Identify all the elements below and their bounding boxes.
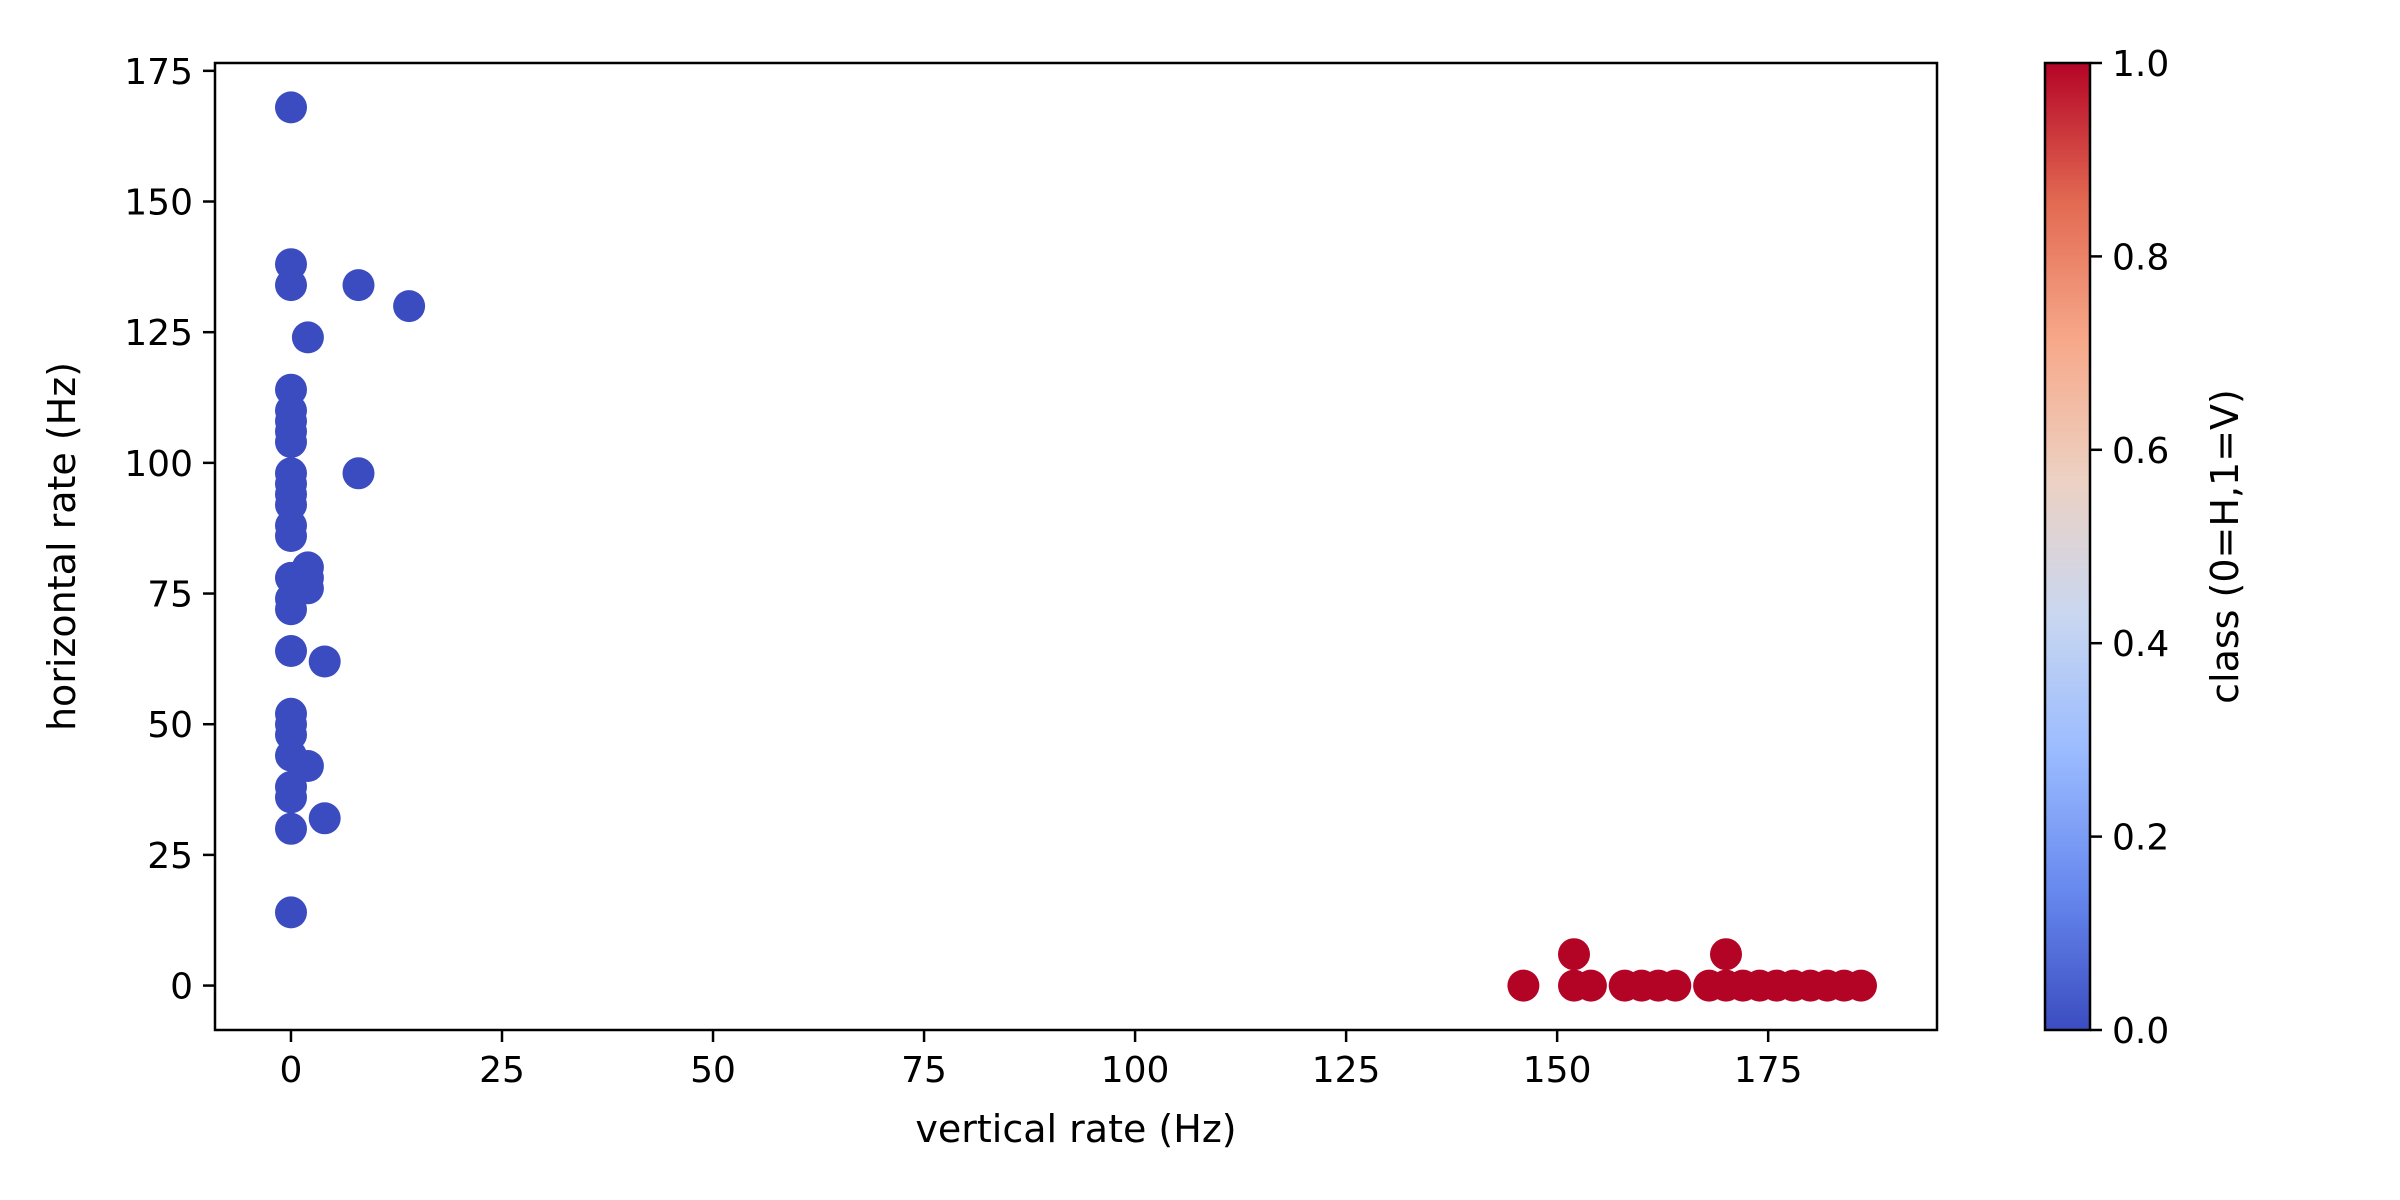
data-point — [275, 896, 307, 929]
data-point — [1558, 938, 1590, 971]
colorbar-ticks: 0.0 0.2 0.4 0.6 0.8 1.0 — [2090, 44, 2169, 1052]
colorbar-tick-label: 0.0 — [2112, 1011, 2169, 1052]
data-point — [275, 593, 307, 626]
data-point — [1659, 969, 1692, 1002]
data-point — [275, 426, 307, 458]
data-point — [308, 802, 341, 835]
data-point — [342, 269, 375, 302]
colorbar-tick-label: 0.2 — [2112, 818, 2169, 859]
data-point — [291, 321, 324, 354]
x-axis: 0 25 50 75 100 125 150 175 — [280, 1030, 1803, 1091]
x-tick-label: 75 — [901, 1050, 947, 1091]
colorbar — [2043, 61, 2092, 1032]
colorbar-tick-label: 1.0 — [2112, 44, 2169, 85]
data-point — [1574, 969, 1607, 1002]
data-point — [393, 290, 426, 323]
y-tick-label: 175 — [124, 52, 193, 93]
y-tick-label: 100 — [124, 444, 193, 485]
y-tick-label: 50 — [147, 705, 193, 746]
plot-area-frame — [213, 61, 1939, 1032]
data-point — [275, 269, 307, 302]
x-tick-label: 175 — [1734, 1050, 1803, 1091]
x-tick-label: 100 — [1101, 1050, 1170, 1091]
data-point — [1710, 938, 1742, 971]
data-point — [275, 635, 307, 667]
y-tick-label: 75 — [147, 575, 193, 616]
colorbar-tick-label: 0.8 — [2112, 237, 2169, 278]
data-point — [308, 645, 341, 678]
data-point — [275, 781, 307, 814]
y-tick-label: 125 — [124, 313, 193, 354]
x-tick-label: 150 — [1523, 1050, 1592, 1091]
data-point — [1845, 969, 1877, 1002]
data-point — [275, 812, 307, 845]
colorbar-label: class (0=H,1=V) — [2203, 389, 2247, 704]
data-point — [275, 91, 307, 124]
data-point — [342, 457, 375, 490]
x-tick-label: 25 — [479, 1050, 525, 1091]
y-tick-label: 0 — [170, 967, 193, 1008]
x-tick-label: 125 — [1312, 1050, 1381, 1091]
y-axis-label: horizontal rate (Hz) — [40, 362, 84, 731]
x-tick-label: 50 — [690, 1050, 736, 1091]
colorbar-tick-label: 0.4 — [2112, 624, 2169, 665]
x-axis-label: vertical rate (Hz) — [915, 1107, 1236, 1151]
x-tick-label: 0 — [280, 1050, 303, 1091]
y-tick-label: 150 — [124, 183, 193, 224]
y-tick-label: 25 — [147, 836, 193, 877]
y-axis: 0 25 50 75 100 125 150 175 — [124, 52, 215, 1008]
points-layer — [275, 91, 1877, 1002]
data-point — [275, 520, 307, 552]
colorbar-tick-label: 0.6 — [2112, 431, 2169, 472]
data-point — [1507, 969, 1540, 1002]
